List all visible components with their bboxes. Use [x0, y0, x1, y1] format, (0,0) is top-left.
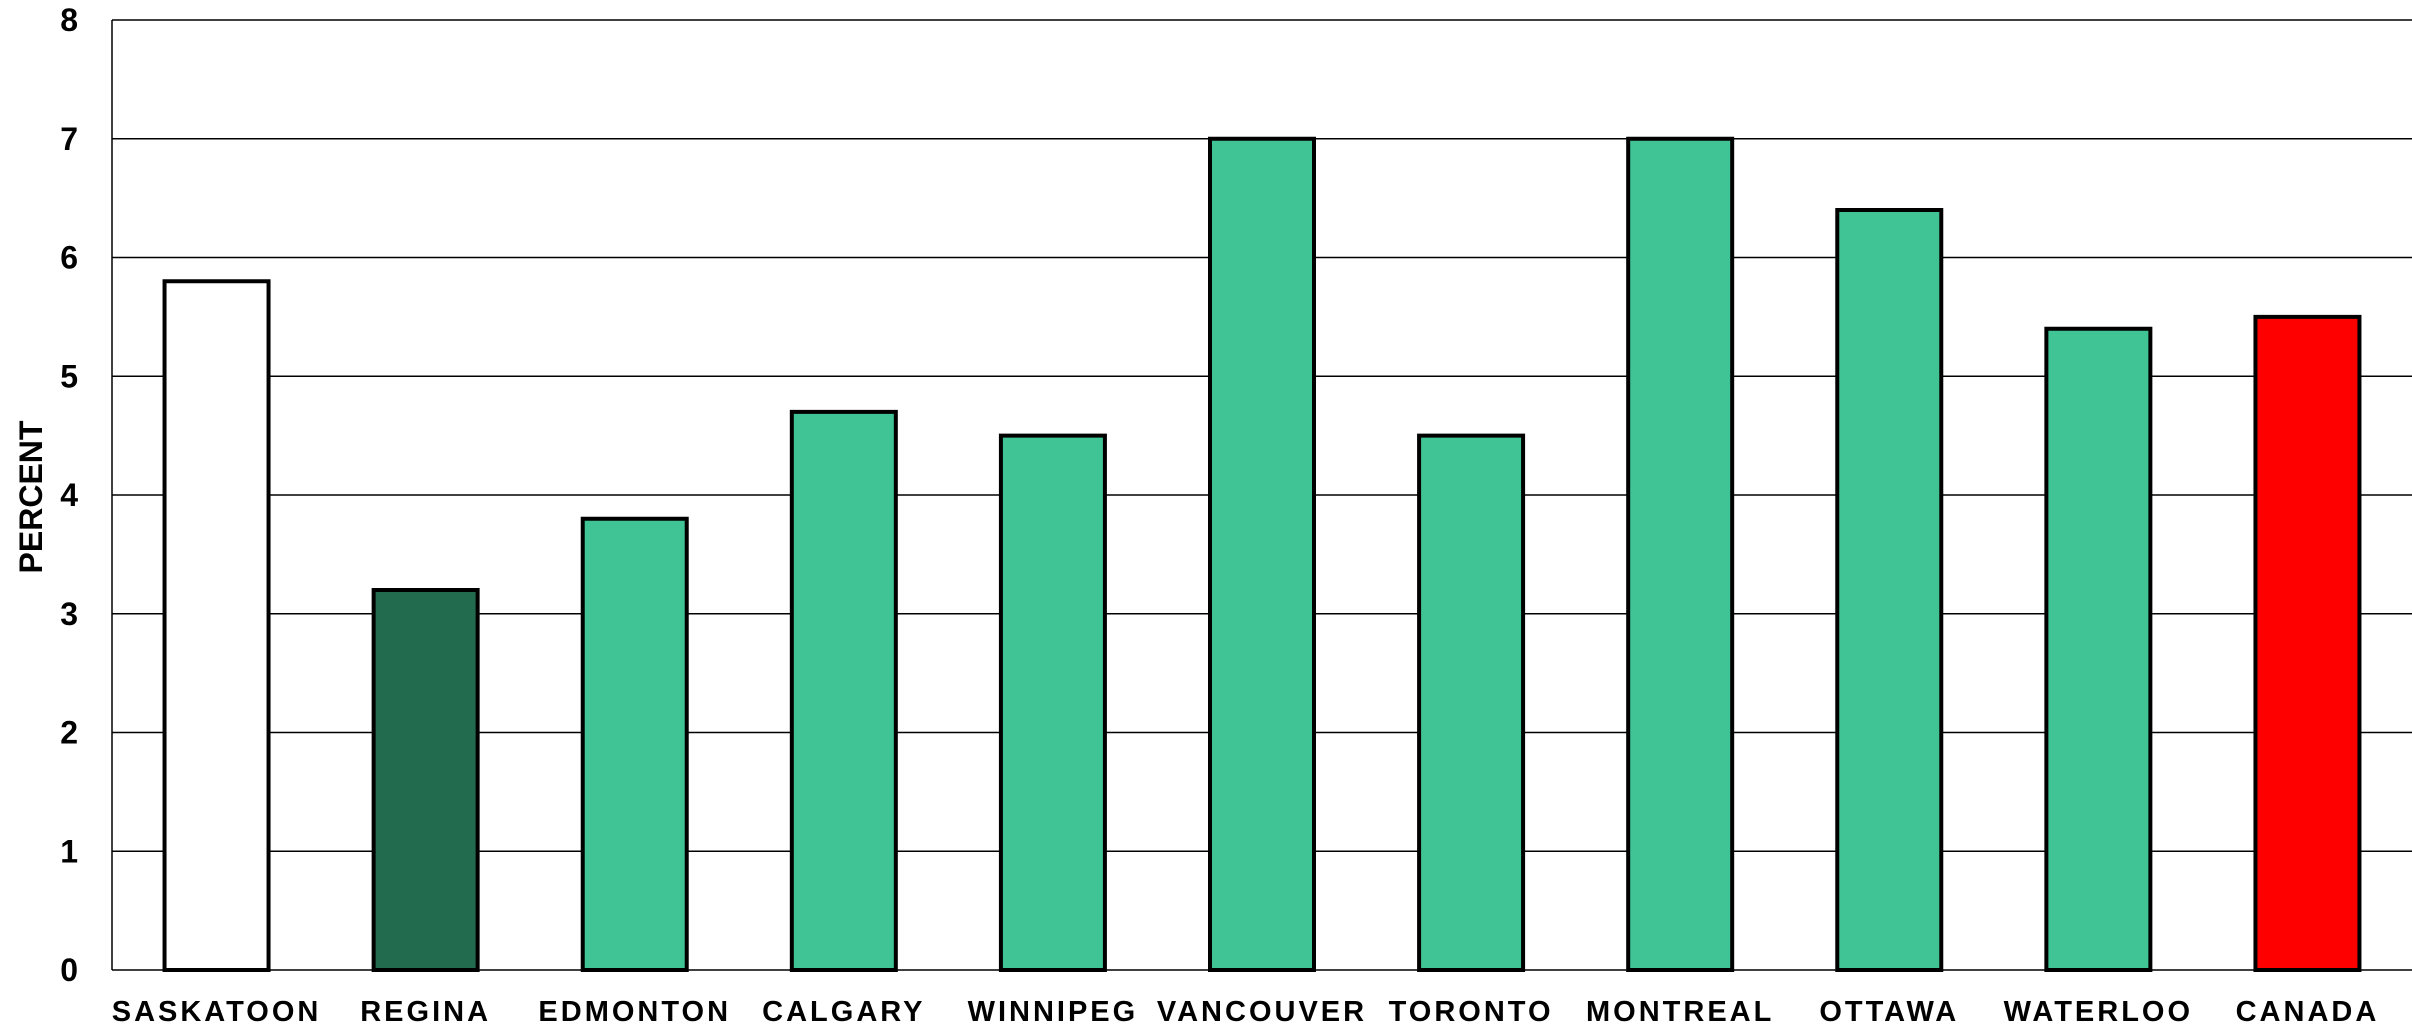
bar-canada: [2253, 314, 2362, 972]
bar-toronto: [1417, 433, 1526, 972]
x-category-label: CANADA: [2236, 996, 2380, 1027]
bar-winnipeg: [998, 433, 1107, 972]
x-category-label: TORONTO: [1389, 996, 1554, 1027]
y-axis-ticks: 0 1 2 3 4 5 6 7 8: [60, 2, 78, 988]
bar-ottawa: [1835, 208, 1944, 972]
y-tick-label: 3: [60, 596, 78, 632]
x-category-label: EDMONTON: [538, 996, 731, 1027]
x-category-label: CALGARY: [762, 996, 925, 1027]
bar-vancouver: [1208, 136, 1316, 972]
bars: [162, 136, 2362, 972]
y-tick-label: 8: [60, 2, 78, 38]
bar-waterloo: [2044, 326, 2153, 972]
bar-calgary: [789, 409, 898, 972]
x-category-label: OTTAWA: [1819, 996, 1959, 1027]
bar-edmonton: [580, 516, 689, 972]
x-category-label: SASKATOON: [112, 996, 322, 1027]
y-tick-label: 5: [60, 358, 78, 394]
x-axis-categories: SASKATOON REGINA EDMONTON CALGARY WINNIPEG VA…: [112, 996, 2380, 1027]
x-category-label: VANCOUVER: [1157, 996, 1367, 1027]
y-tick-label: 4: [60, 477, 78, 513]
y-axis-title: PERCENT: [13, 420, 49, 573]
bar-montreal: [1626, 136, 1735, 972]
x-category-label: REGINA: [360, 996, 491, 1027]
y-tick-label: 6: [60, 240, 78, 276]
x-category-label: WINNIPEG: [968, 996, 1139, 1027]
x-category-label: MONTREAL: [1586, 996, 1774, 1027]
y-tick-label: 7: [60, 121, 78, 157]
bar-regina: [371, 588, 480, 972]
x-category-label: WATERLOO: [2004, 996, 2193, 1027]
y-tick-label: 2: [60, 715, 78, 751]
y-tick-label: 1: [60, 833, 78, 869]
bar-saskatoon: [162, 279, 271, 972]
y-tick-label: 0: [60, 952, 78, 988]
